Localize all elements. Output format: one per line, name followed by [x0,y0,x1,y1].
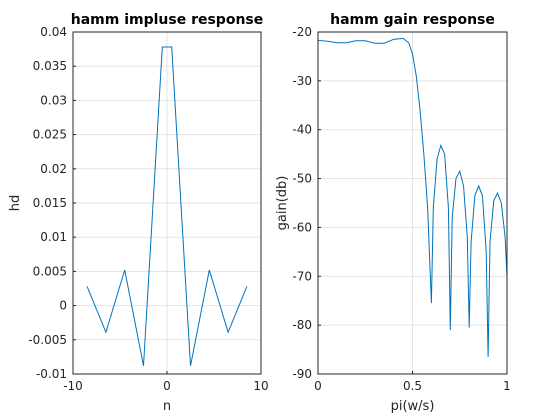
chart-1-ytick-label: 0.005 [33,264,67,278]
chart-2-xtick-label: 0.5 [403,379,422,393]
chart-2-series-line [317,37,508,357]
chart-1-ytick-label: 0.015 [33,196,67,210]
chart-1-xtick-label: 0 [163,379,171,393]
chart-1-axes-frame [72,31,262,375]
chart-2-ytick-label: -30 [292,74,312,88]
chart-2-ytick-label: -90 [292,367,312,381]
chart-1-ytick-label: 0.025 [33,128,67,142]
chart-1-xlabel: n [163,399,171,414]
chart-2-ytick-label: -50 [292,172,312,186]
chart-2-ytick-label: -40 [292,123,312,137]
chart-2-ytick-label: -60 [292,220,312,234]
chart-2-ytick-label: -70 [292,269,312,283]
chart-1-xtick-label: -10 [63,379,83,393]
chart-1-ytick-label: -0.005 [28,333,67,347]
chart-1-ytick-label: 0.035 [33,59,67,73]
chart-2-ytick-label: -20 [292,25,312,39]
chart-1-ytick-label: 0.03 [40,93,67,107]
chart-2-axes-frame [317,31,508,375]
chart-2-title: hamm gain response [330,12,495,28]
chart-2-xtick-label: 1 [503,379,511,393]
chart-2-xlabel: pi(w/s) [391,399,435,414]
chart-1-ytick-label: 0 [59,299,67,313]
chart-1-ytick-label: 0.02 [40,162,67,176]
chart-1-xtick-label: 10 [253,379,268,393]
chart-2-ytick-label: -80 [292,318,312,332]
chart-1-ytick-label: 0.04 [40,25,67,39]
chart-1-ytick-label: 0.01 [40,230,67,244]
chart-1-ytick-label: -0.01 [36,367,67,381]
chart-1-title: hamm impluse response [71,12,264,28]
chart-2-ylabel: gain(db) [275,176,290,231]
chart-1-ylabel: hd [8,195,23,212]
chart-2-xtick-label: 0 [314,379,322,393]
chart-1-series-line [86,46,248,366]
